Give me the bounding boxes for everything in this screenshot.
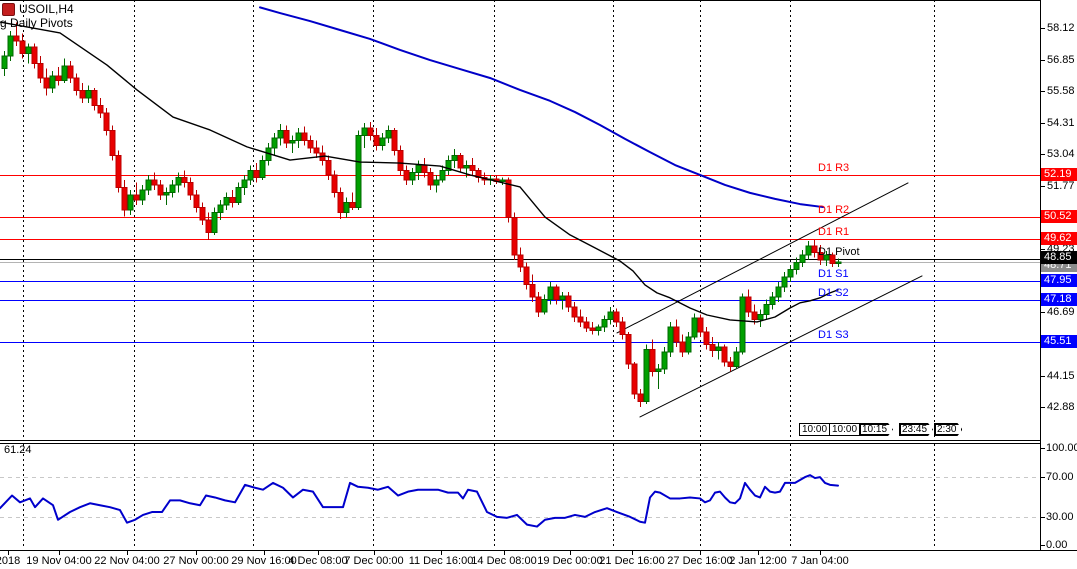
price-badge: 52.19 [1041,168,1077,181]
time-axis-label: 27 Dec 16:00 [667,555,733,567]
time-axis-label: 29 Nov 16:00 [231,555,297,567]
time-axis-label: 7 Jan 04:00 [791,555,849,567]
bar-timer-tag[interactable]: 2:30 [934,423,962,436]
time-axis-label: 4 Dec 08:00 [288,555,348,567]
pivot-level-label[interactable]: D1 R1 [818,226,850,238]
bar-timer-tag[interactable]: 10:15 [859,423,893,436]
chart-header: USOIL,H4 [2,2,74,16]
time-axis-label: 27 Nov 00:00 [163,555,229,567]
bar-timer-tag[interactable]: 23:45 [899,423,933,436]
time-axis-label: 2018 [0,555,21,567]
chart-symbol-icon [2,2,15,16]
price-badge: 50.52 [1041,210,1077,223]
price-badge: 47.18 [1041,293,1077,306]
indicator-axis-label: 70.00 [1046,471,1074,483]
bar-timer-tag[interactable]: 10:00 [799,423,831,436]
chart-title: USOIL,H4 [19,2,74,16]
pivot-level-label[interactable]: D1 S3 [818,329,849,341]
pivot-level-label[interactable]: D1 R3 [818,162,850,174]
price-badge: 47.95 [1041,274,1077,287]
price-axis-label: 56.85 [1047,54,1075,66]
price-axis-label: 54.31 [1047,117,1075,129]
indicator-caption: g Daily Pivots [0,16,73,30]
price-axis-label: 55.58 [1047,85,1075,97]
pivot-level-label[interactable]: D1 Pivot [818,246,860,258]
time-axis-label: 14 Dec 08:00 [471,555,537,567]
time-axis-label: 11 Dec 16:00 [408,555,474,567]
time-axis-label: 21 Dec 16:00 [599,555,665,567]
price-badge: 49.62 [1041,232,1077,245]
price-axis-label: 44.15 [1047,370,1075,382]
rsi-current-value: 61.24 [4,444,32,456]
pivot-level-label[interactable]: D1 R2 [818,204,850,216]
price-badge: 48.85 [1041,251,1077,264]
price-axis-label: 42.88 [1047,401,1075,413]
price-axis-label: 53.04 [1047,148,1075,160]
bar-timer-tag[interactable]: 10:00 [829,423,861,436]
price-axis-label: 51.77 [1047,180,1075,192]
pivot-level-label[interactable]: D1 S1 [818,268,849,280]
time-axis-label: 22 Nov 04:00 [94,555,160,567]
indicator-axis-label: 0.00 [1046,539,1068,551]
price-axis-label: 58.12 [1047,22,1075,34]
indicator-axis-label: 30.00 [1046,511,1074,523]
time-axis-label: 19 Nov 04:00 [26,555,92,567]
time-axis-label: 2 Jan 12:00 [729,555,787,567]
time-axis-label: 7 Dec 00:00 [344,555,404,567]
price-axis-label: 46.69 [1047,306,1075,318]
indicator-axis-label: 100.00 [1046,442,1077,454]
time-axis-label: 19 Dec 00:00 [537,555,603,567]
pivot-level-label[interactable]: D1 S2 [818,287,849,299]
price-badge: 45.51 [1041,335,1077,348]
